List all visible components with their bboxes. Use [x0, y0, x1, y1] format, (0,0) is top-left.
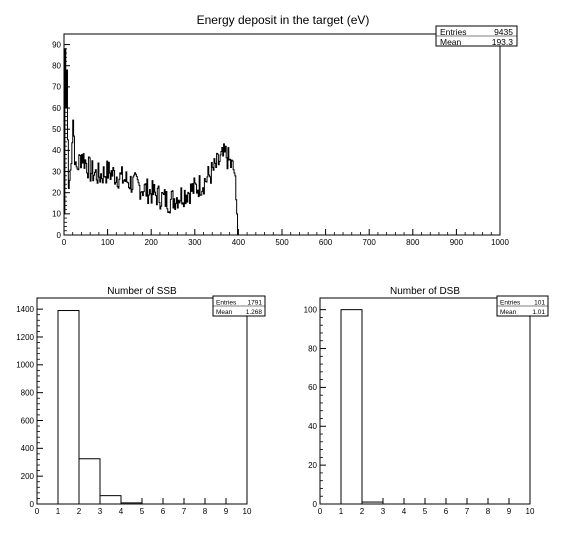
- y-tick-label: 40: [308, 422, 317, 431]
- y-tick-label: 60: [52, 104, 61, 113]
- chart-title: Energy deposit in the target (eV): [197, 13, 370, 27]
- x-tick-label: 2: [360, 507, 365, 516]
- stats-mean-value: 193.3: [492, 37, 514, 47]
- y-tick-label: 1000: [16, 361, 34, 370]
- x-tick-label: 1: [56, 507, 61, 516]
- x-tick-label: 7: [465, 507, 470, 516]
- y-tick-label: 20: [308, 461, 317, 470]
- x-tick-label: 9: [224, 507, 229, 516]
- x-tick-label: 4: [119, 507, 124, 516]
- y-tick-label: 600: [21, 416, 35, 425]
- histogram-bar: [120, 502, 143, 505]
- x-tick-label: 700: [363, 238, 377, 247]
- stats-box: Entries 9435 Mean 193.3: [435, 25, 518, 47]
- x-tick-label: 0: [35, 507, 40, 516]
- y-tick-label: 100: [304, 305, 318, 314]
- y-tick-label: 70: [52, 83, 61, 92]
- x-axis-ticks: 0 100 200 300 400 500 600 700 800 900 1000: [62, 229, 509, 247]
- histogram-bars: [340, 309, 384, 505]
- x-tick-label: 2: [77, 507, 82, 516]
- chart-title: Number of DSB: [390, 286, 460, 297]
- x-tick-label: 10: [526, 507, 535, 516]
- y-tick-label: 400: [21, 444, 35, 453]
- y-tick-label: 20: [52, 188, 61, 197]
- x-tick-label: 6: [161, 507, 166, 516]
- histogram-bar: [57, 310, 80, 505]
- x-tick-label: 400: [232, 238, 246, 247]
- x-tick-label: 6: [444, 507, 449, 516]
- x-tick-label: 0: [318, 507, 323, 516]
- x-tick-label: 10: [243, 507, 252, 516]
- y-tick-label: 10: [52, 210, 61, 219]
- y-tick-label: 1400: [16, 305, 34, 314]
- x-axis-ticks: 0 1 2 3 4 5 6 7 8 9 10: [35, 498, 252, 516]
- stats-box: Entries 1791 Mean 1.268: [212, 295, 266, 317]
- x-tick-label: 5: [140, 507, 145, 516]
- x-tick-label: 0: [62, 238, 67, 247]
- x-tick-label: 500: [275, 238, 289, 247]
- y-tick-label: 90: [52, 40, 61, 49]
- stats-entries-value: 9435: [494, 27, 513, 37]
- stats-entries-value: 1791: [248, 300, 263, 307]
- y-tick-label: 0: [313, 500, 318, 509]
- stats-mean-value: 1.01: [532, 309, 545, 316]
- histogram-bar: [361, 501, 384, 505]
- plot-frame: [36, 297, 248, 505]
- x-tick-label: 5: [423, 507, 428, 516]
- stats-mean-label: Mean: [440, 37, 462, 47]
- y-tick-label: 1200: [16, 333, 34, 342]
- x-tick-label: 8: [203, 507, 208, 516]
- x-tick-label: 300: [188, 238, 202, 247]
- x-tick-label: 8: [486, 507, 491, 516]
- stats-entries-label: Entries: [440, 27, 466, 37]
- x-tick-label: 600: [319, 238, 333, 247]
- x-tick-label: 1: [339, 507, 344, 516]
- y-tick-label: 0: [57, 231, 62, 240]
- x-axis-ticks: 0 1 2 3 4 5 6 7 8 9 10: [318, 498, 535, 516]
- stats-mean-value: 1.268: [246, 309, 263, 316]
- y-tick-label: 200: [21, 472, 35, 481]
- y-tick-label: 30: [52, 167, 61, 176]
- x-tick-label: 3: [381, 507, 386, 516]
- stats-mean-label: Mean: [216, 309, 233, 316]
- x-tick-label: 900: [450, 238, 464, 247]
- y-tick-label: 80: [308, 344, 317, 353]
- y-tick-label: 0: [30, 500, 35, 509]
- histogram-bar: [78, 458, 101, 505]
- x-tick-label: 9: [507, 507, 512, 516]
- histogram-bars: [57, 310, 143, 505]
- x-tick-label: 100: [101, 238, 115, 247]
- stats-mean-label: Mean: [500, 309, 517, 316]
- x-tick-label: 200: [145, 238, 159, 247]
- y-axis-ticks: 0 200 400 600 800 1000 1200 1400: [16, 305, 43, 509]
- histogram-bar: [340, 309, 363, 505]
- y-tick-label: 50: [52, 125, 61, 134]
- x-tick-label: 800: [406, 238, 420, 247]
- plot-frame: [63, 33, 501, 236]
- histogram-bar: [99, 495, 122, 505]
- y-axis-ticks: 0 20 40 60 80 100: [304, 305, 326, 509]
- chart-title: Number of SSB: [107, 286, 177, 297]
- x-tick-label: 3: [98, 507, 103, 516]
- ssb-chart: Number of SSB 0 200 400 600 800 1000 1200 1 4 00 …: [16, 286, 266, 516]
- plot-frame: [319, 297, 531, 505]
- stats-entries-label: Entries: [216, 300, 237, 307]
- stats-box: Entries 101 Mean 1.01: [496, 295, 549, 317]
- stats-entries-label: Entries: [500, 300, 521, 307]
- data-series-line: [64, 48, 500, 236]
- y-tick-label: 40: [52, 146, 61, 155]
- y-tick-label: 80: [52, 62, 61, 71]
- x-tick-label: 7: [182, 507, 187, 516]
- stats-entries-value: 101: [534, 300, 545, 307]
- energy-deposit-chart: Energy deposit in the target (eV) 0 10 20 3…: [52, 13, 518, 247]
- x-tick-label: 4: [402, 507, 407, 516]
- y-tick-label: 800: [21, 388, 35, 397]
- x-tick-label: 1000: [491, 238, 509, 247]
- y-tick-label: 60: [308, 383, 317, 392]
